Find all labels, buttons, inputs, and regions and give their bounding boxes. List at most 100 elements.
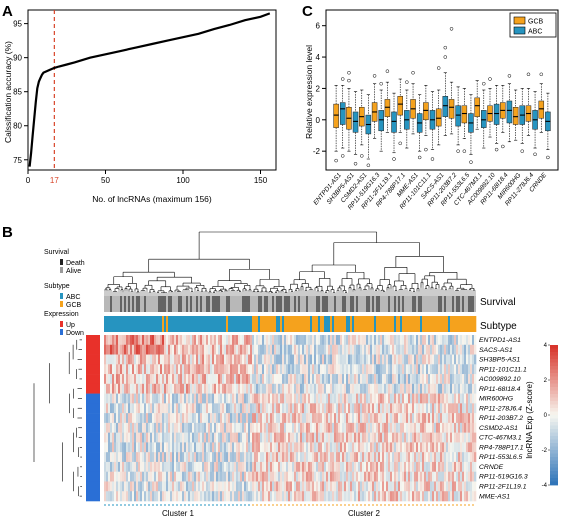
- heatmap-cell: [134, 471, 137, 482]
- row-label: CRNDE: [479, 464, 504, 471]
- heatmap-cell: [412, 481, 415, 492]
- heatmap-cell: [310, 344, 313, 355]
- heatmap-cell: [376, 403, 379, 414]
- heatmap-cell: [194, 344, 197, 355]
- heatmap-cell: [390, 354, 393, 365]
- heatmap-cell: [170, 364, 173, 375]
- heatmap-cell: [398, 442, 401, 453]
- heatmap-cell: [140, 422, 143, 433]
- heatmap-cell: [360, 364, 363, 375]
- heatmap-cell: [290, 393, 293, 404]
- heatmap-cell: [474, 471, 477, 482]
- heatmap-cell: [278, 491, 281, 502]
- survival-cell: [192, 296, 194, 312]
- heatmap-cell: [380, 422, 383, 433]
- outlier-point: [392, 157, 396, 161]
- heatmap-cell: [350, 383, 353, 394]
- heatmap-cell: [424, 335, 427, 346]
- subtype-cell: [430, 316, 433, 332]
- subtype-cell: [122, 316, 125, 332]
- heatmap-cell: [134, 374, 137, 385]
- heatmap-cell: [472, 452, 475, 463]
- heatmap-cell: [328, 383, 331, 394]
- heatmap-cell: [108, 422, 111, 433]
- heatmap-cell: [430, 461, 433, 473]
- heatmap-cell: [258, 393, 261, 404]
- heatmap-cell: [398, 471, 401, 482]
- heatmap-cell: [444, 461, 447, 473]
- heatmap-cell: [300, 491, 303, 502]
- heatmap-cell: [414, 461, 417, 473]
- heatmap-cell: [340, 335, 343, 346]
- heatmap-cell: [206, 461, 209, 473]
- heatmap-cell: [156, 344, 159, 355]
- heatmap-cell: [410, 442, 413, 453]
- heatmap-cell: [170, 471, 173, 482]
- legend-up-label: Up: [66, 322, 75, 329]
- heatmap-cell: [338, 374, 341, 385]
- heatmap-cell: [220, 461, 223, 473]
- heatmap-cell: [148, 383, 151, 394]
- heatmap-cell: [388, 354, 391, 365]
- heatmap-cell: [174, 432, 177, 443]
- heatmap-cell: [342, 432, 345, 443]
- heatmap-cell: [284, 432, 287, 443]
- heatmap-cell: [186, 354, 189, 365]
- heatmap-cell: [402, 452, 405, 463]
- heatmap-cell: [260, 432, 263, 443]
- subtype-cell: [378, 316, 381, 332]
- heatmap-cell: [368, 442, 371, 453]
- heatmap-cell: [468, 481, 471, 492]
- heatmap-cell: [308, 432, 311, 443]
- survival-cell: [154, 296, 156, 312]
- heatmap-cell: [256, 335, 259, 346]
- heatmap-cell: [288, 354, 291, 365]
- heatmap-cell: [148, 403, 151, 414]
- heatmap-cell: [418, 471, 421, 482]
- heatmap-cell: [388, 471, 391, 482]
- heatmap-cell: [118, 335, 121, 346]
- heatmap-cell: [130, 452, 133, 463]
- heatmap-cell: [286, 461, 289, 473]
- heatmap-cell: [396, 491, 399, 502]
- heatmap-cell: [210, 442, 213, 453]
- heatmap-cell: [358, 481, 361, 492]
- heatmap-cell: [290, 452, 293, 463]
- heatmap-cell: [168, 432, 171, 443]
- heatmap-cell: [408, 413, 411, 424]
- subtype-cell: [134, 316, 137, 332]
- heatmap-cell: [118, 364, 121, 375]
- heatmap-cell: [426, 403, 429, 414]
- heatmap-cell: [174, 481, 177, 492]
- heatmap-cell: [304, 364, 307, 375]
- heatmap-cell: [436, 432, 439, 443]
- heatmap-cell: [406, 364, 409, 375]
- survival-cell: [188, 296, 190, 312]
- heatmap-cell: [322, 442, 325, 453]
- heatmap-cell: [136, 364, 139, 375]
- heatmap-cell: [158, 354, 161, 365]
- heatmap-cell: [462, 491, 465, 502]
- heatmap-cell: [316, 491, 319, 502]
- subtype-cell: [214, 316, 217, 332]
- heatmap-cell: [456, 344, 459, 355]
- heatmap-cell: [462, 403, 465, 414]
- heatmap-cell: [368, 335, 371, 346]
- heatmap-cell: [146, 461, 149, 473]
- heatmap-cell: [184, 413, 187, 424]
- heatmap-cell: [428, 481, 431, 492]
- heatmap-cell: [226, 354, 229, 365]
- heatmap-cell: [384, 442, 387, 453]
- heatmap-cell: [158, 461, 161, 473]
- heatmap-cell: [240, 374, 243, 385]
- heatmap-cell: [428, 452, 431, 463]
- heatmap-cell: [276, 403, 279, 414]
- heatmap-cell: [426, 413, 429, 424]
- heatmap-cell: [466, 374, 469, 385]
- subtype-cell: [230, 316, 233, 332]
- panel-c-letter: C: [302, 3, 313, 20]
- heatmap-cell: [368, 403, 371, 414]
- heatmap-cell: [292, 461, 295, 473]
- heatmap-cell: [264, 354, 267, 365]
- heatmap-cell: [330, 354, 333, 365]
